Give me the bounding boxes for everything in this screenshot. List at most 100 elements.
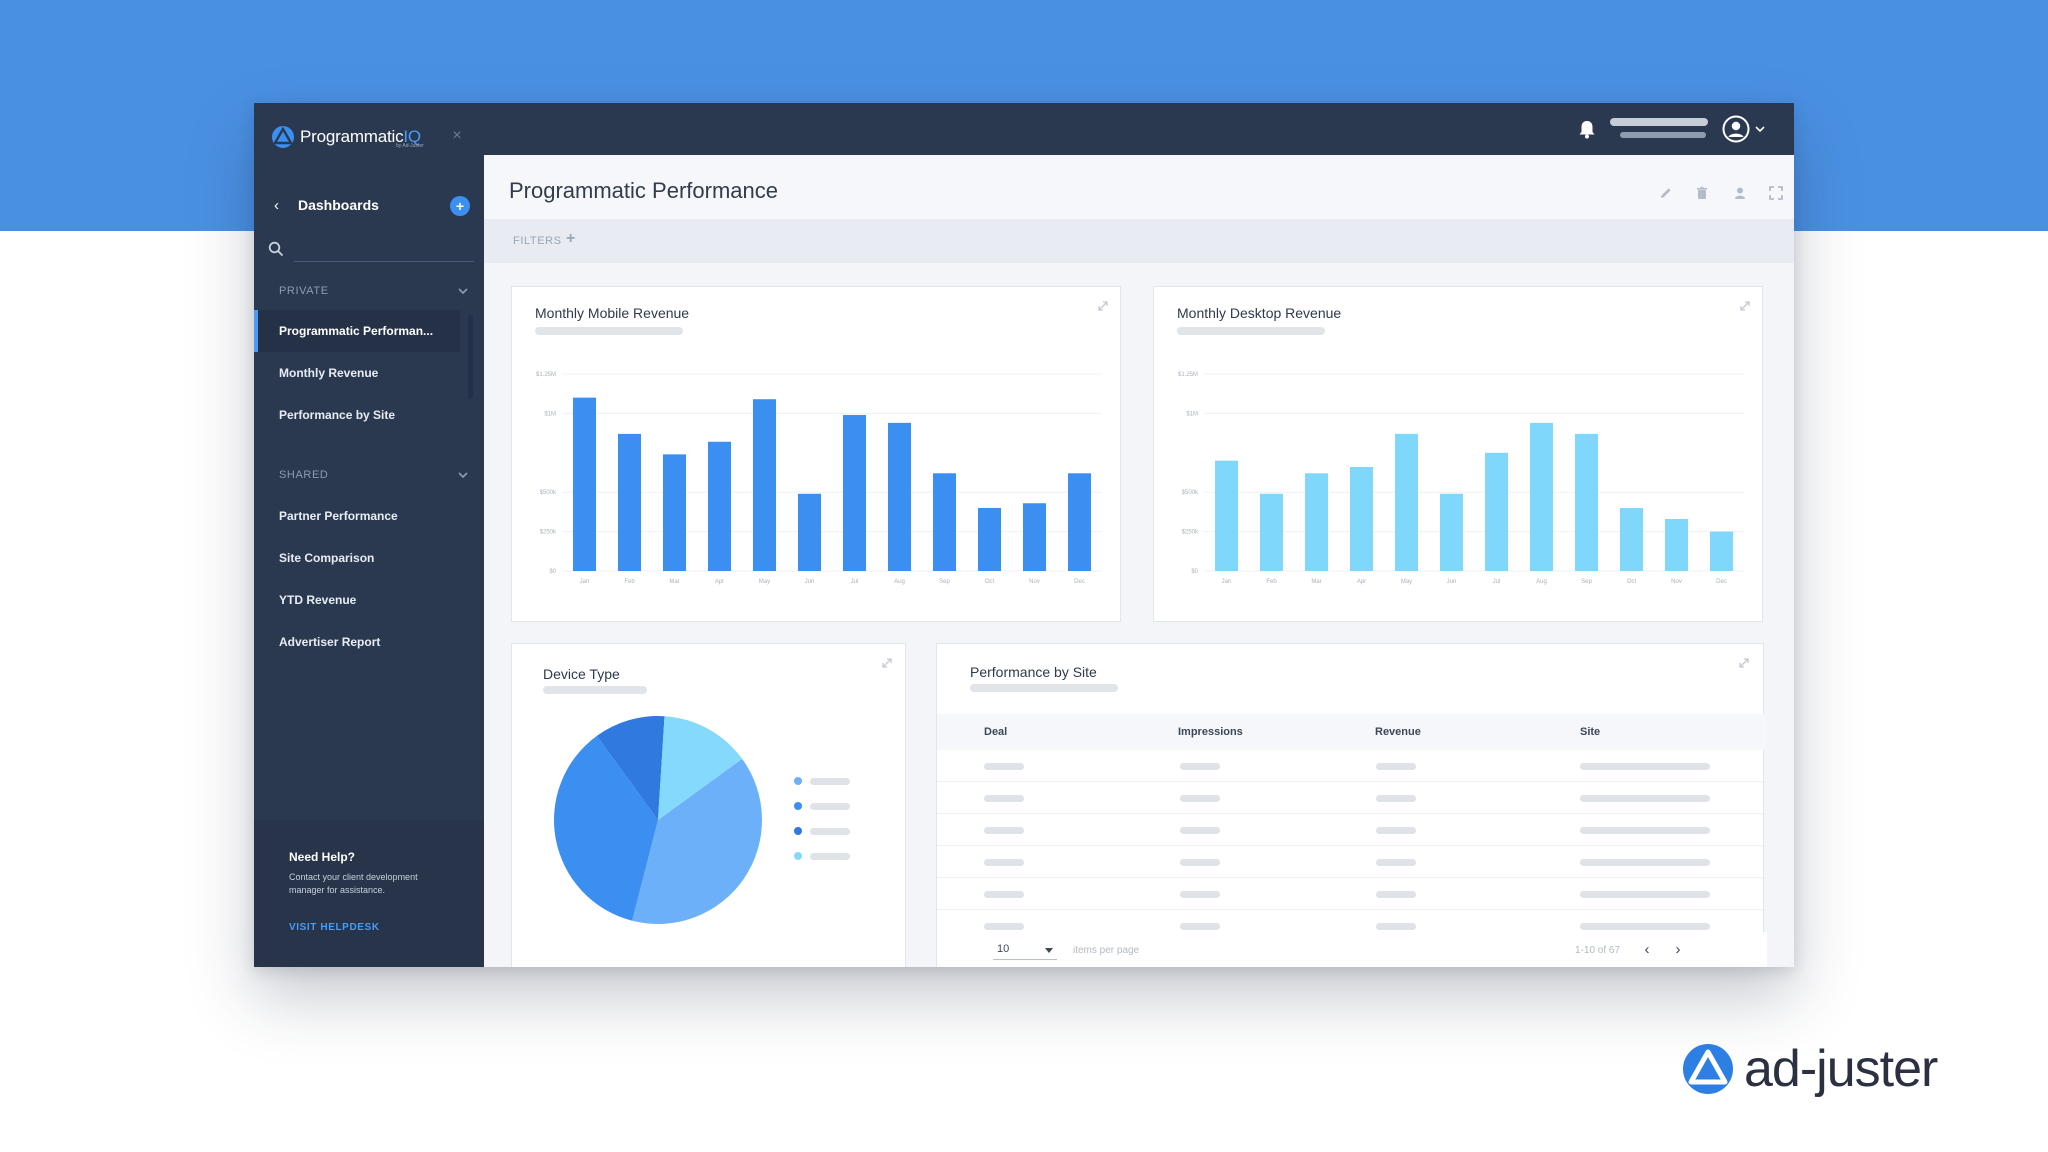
bar-sep (1575, 433, 1598, 571)
sidebar-item-advertiser-report[interactable]: Advertiser Report (279, 635, 381, 649)
next-page-button[interactable]: › (1675, 941, 1681, 958)
cell-placeholder (1580, 859, 1710, 866)
desktop-revenue-card: Monthly Desktop Revenue $0 $250k $500k $1M $… (1153, 286, 1763, 622)
search-input[interactable] (294, 238, 474, 262)
sidebar: ProgrammaticIQ by Ad-Juster × ‹ Dashboar… (254, 103, 484, 967)
x-tick-label: Nov (1029, 579, 1040, 585)
bell-icon[interactable] (1576, 118, 1598, 140)
sidebar-item-monthly-revenue[interactable]: Monthly Revenue (279, 366, 379, 380)
chevron-left-icon[interactable]: ‹ (274, 196, 279, 214)
top-bar (484, 103, 1794, 155)
prev-page-button[interactable]: ‹ (1644, 941, 1650, 958)
pencil-icon[interactable] (1658, 185, 1674, 201)
x-tick-label: Jun (1447, 579, 1457, 585)
cell-placeholder (984, 763, 1024, 770)
card-subtitle-placeholder (970, 684, 1118, 692)
expand-icon[interactable] (1096, 299, 1110, 313)
app-window: ProgrammaticIQ by Ad-Juster × ‹ Dashboar… (254, 103, 1794, 967)
bar-oct (978, 507, 1001, 571)
x-tick-label: Aug (1536, 579, 1547, 585)
help-text: Contact your client development manager … (289, 872, 418, 895)
page-title: Programmatic Performance (509, 178, 778, 203)
column-header-site[interactable]: Site (1580, 726, 1601, 738)
bar-feb (618, 433, 641, 571)
column-header-deal[interactable]: Deal (984, 726, 1008, 738)
cell-placeholder (1180, 795, 1220, 802)
y-tick-label: $1M (1186, 411, 1198, 417)
sidebar-item-performance-by-site[interactable]: Performance by Site (279, 408, 396, 422)
cell-placeholder (1180, 827, 1220, 834)
x-tick-label: Oct (985, 579, 995, 585)
cell-placeholder (1580, 827, 1710, 834)
chevron-down-icon[interactable] (1754, 124, 1766, 134)
table-row[interactable] (937, 878, 1767, 910)
cell-placeholder (1580, 891, 1710, 898)
cell-placeholder (1376, 891, 1416, 898)
cell-placeholder (984, 827, 1024, 834)
device-type-pie-chart (554, 716, 762, 924)
chevron-down-icon (458, 472, 468, 479)
bar-dec (1710, 531, 1733, 571)
caret-down-icon (1045, 948, 1053, 953)
x-tick-label: Aug (894, 579, 905, 585)
cell-placeholder (1180, 763, 1220, 770)
table-row[interactable] (937, 782, 1767, 814)
expand-icon[interactable] (880, 656, 894, 670)
table-header: Deal Impressions Revenue Site (937, 714, 1767, 750)
dashboards-label: Dashboards (298, 197, 379, 213)
expand-icon[interactable] (1738, 299, 1752, 313)
items-per-page-label: items per page (1073, 945, 1140, 956)
bar-jan (573, 397, 596, 571)
sidebar-item-ytd-revenue[interactable]: YTD Revenue (279, 593, 357, 607)
x-tick-label: Sep (939, 579, 950, 585)
sidebar-item-programmatic-performance[interactable]: Programmatic Performan... (254, 310, 460, 352)
user-icon[interactable] (1732, 185, 1748, 201)
table-pagination: 10 items per page 1-10 of 67 ‹ › (937, 932, 1767, 967)
add-filter-button[interactable]: + (566, 230, 576, 247)
x-tick-label: Nov (1671, 579, 1682, 585)
close-icon[interactable]: × (452, 127, 462, 144)
cell-placeholder (984, 859, 1024, 866)
brand-mark-icon (272, 126, 294, 148)
items-per-page-select[interactable]: 10 (993, 940, 1057, 960)
section-private[interactable]: PRIVATE (279, 281, 469, 301)
cell-placeholder (1376, 923, 1416, 930)
brand-name-suffix: IQ (403, 127, 421, 146)
dashboards-nav[interactable]: ‹ Dashboards + (274, 193, 470, 217)
table-row[interactable] (937, 846, 1767, 878)
column-header-impressions[interactable]: Impressions (1178, 726, 1243, 738)
sidebar-search (268, 238, 474, 262)
user-role-placeholder (1620, 132, 1706, 138)
x-tick-label: Oct (1627, 579, 1637, 585)
bar-jun (1440, 493, 1463, 571)
x-tick-label: Jan (1222, 579, 1232, 585)
ad-juster-logo: ad-juster (1682, 1040, 1938, 1098)
table-row[interactable] (937, 750, 1767, 782)
legend-dot (794, 777, 802, 785)
avatar-icon[interactable] (1722, 115, 1750, 143)
visit-helpdesk-link[interactable]: VISIT HELPDESK (289, 922, 380, 933)
page-header: Programmatic Performance (484, 155, 1794, 219)
column-header-revenue[interactable]: Revenue (1375, 726, 1421, 738)
sidebar-item-partner-performance[interactable]: Partner Performance (279, 509, 398, 523)
x-tick-label: Feb (624, 579, 635, 585)
search-icon (268, 241, 284, 257)
x-tick-label: Jul (851, 579, 859, 585)
legend-item (794, 852, 850, 860)
bar-nov (1023, 503, 1046, 571)
bar-sep (933, 473, 956, 571)
expand-icon[interactable] (1737, 656, 1751, 670)
cell-placeholder (1376, 763, 1416, 770)
user-name-placeholder (1610, 118, 1708, 126)
legend-dot (794, 852, 802, 860)
sidebar-scrollbar[interactable] (468, 315, 473, 399)
section-shared[interactable]: SHARED (279, 465, 469, 485)
items-per-page-value: 10 (997, 943, 1010, 955)
table-row[interactable] (937, 814, 1767, 846)
trash-icon[interactable] (1694, 185, 1710, 201)
fullscreen-icon[interactable] (1768, 185, 1784, 201)
pie-slice-2 (554, 735, 658, 921)
sidebar-item-site-comparison[interactable]: Site Comparison (279, 551, 375, 565)
brand-logo[interactable]: ProgrammaticIQ (271, 121, 421, 153)
add-dashboard-button[interactable]: + (450, 196, 470, 216)
